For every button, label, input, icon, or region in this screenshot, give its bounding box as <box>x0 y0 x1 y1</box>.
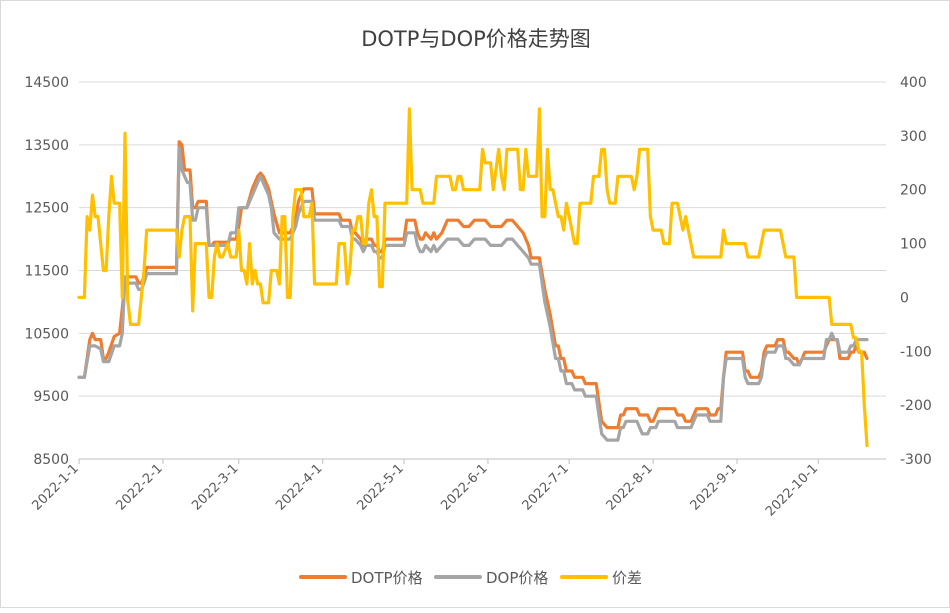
x-tick-label: 2022-1-1 <box>29 461 81 513</box>
legend-label: 价差 <box>612 569 642 587</box>
x-tick-label: 2022-9-1 <box>688 461 740 513</box>
legend-label: DOTP价格 <box>351 569 423 587</box>
x-tick-label: 2022-7-1 <box>520 461 572 513</box>
chart-title: DOTP与DOP价格走势图 <box>361 27 591 51</box>
y-right-tick-label: -300 <box>900 452 932 468</box>
x-tick-label: 2022-4-1 <box>273 461 325 513</box>
y-left-tick-label: 12500 <box>24 201 69 217</box>
y-left-tick-label: 8500 <box>33 452 69 468</box>
x-tick-label: 2022-8-1 <box>604 461 656 513</box>
y-right-tick-label: -100 <box>900 344 932 360</box>
x-tick-label: 2022-2-1 <box>113 461 165 513</box>
y-left-tick-label: 13500 <box>24 138 69 154</box>
series-line-3 <box>77 107 869 448</box>
y-right-tick-label: 300 <box>900 129 927 145</box>
y-left-tick-label: 10500 <box>24 326 69 342</box>
y-right-tick-label: -200 <box>900 398 932 414</box>
y-right-tick-label: 0 <box>900 290 909 306</box>
y-right-tick-label: 200 <box>900 183 927 199</box>
x-tick-label: 2022-3-1 <box>189 461 241 513</box>
x-tick-label: 2022-5-1 <box>354 461 406 513</box>
y-right-tick-label: 400 <box>900 75 927 91</box>
x-tick-label: 2022-10-1 <box>763 461 821 519</box>
y-left-tick-label: 9500 <box>33 389 69 405</box>
x-tick-label: 2022-6-1 <box>438 461 490 513</box>
y-right-tick-label: 100 <box>900 237 927 253</box>
legend-label: DOP价格 <box>486 569 548 587</box>
y-left-tick-label: 14500 <box>24 75 69 91</box>
y-left-tick-label: 11500 <box>24 264 69 280</box>
series-line-2 <box>77 146 869 442</box>
